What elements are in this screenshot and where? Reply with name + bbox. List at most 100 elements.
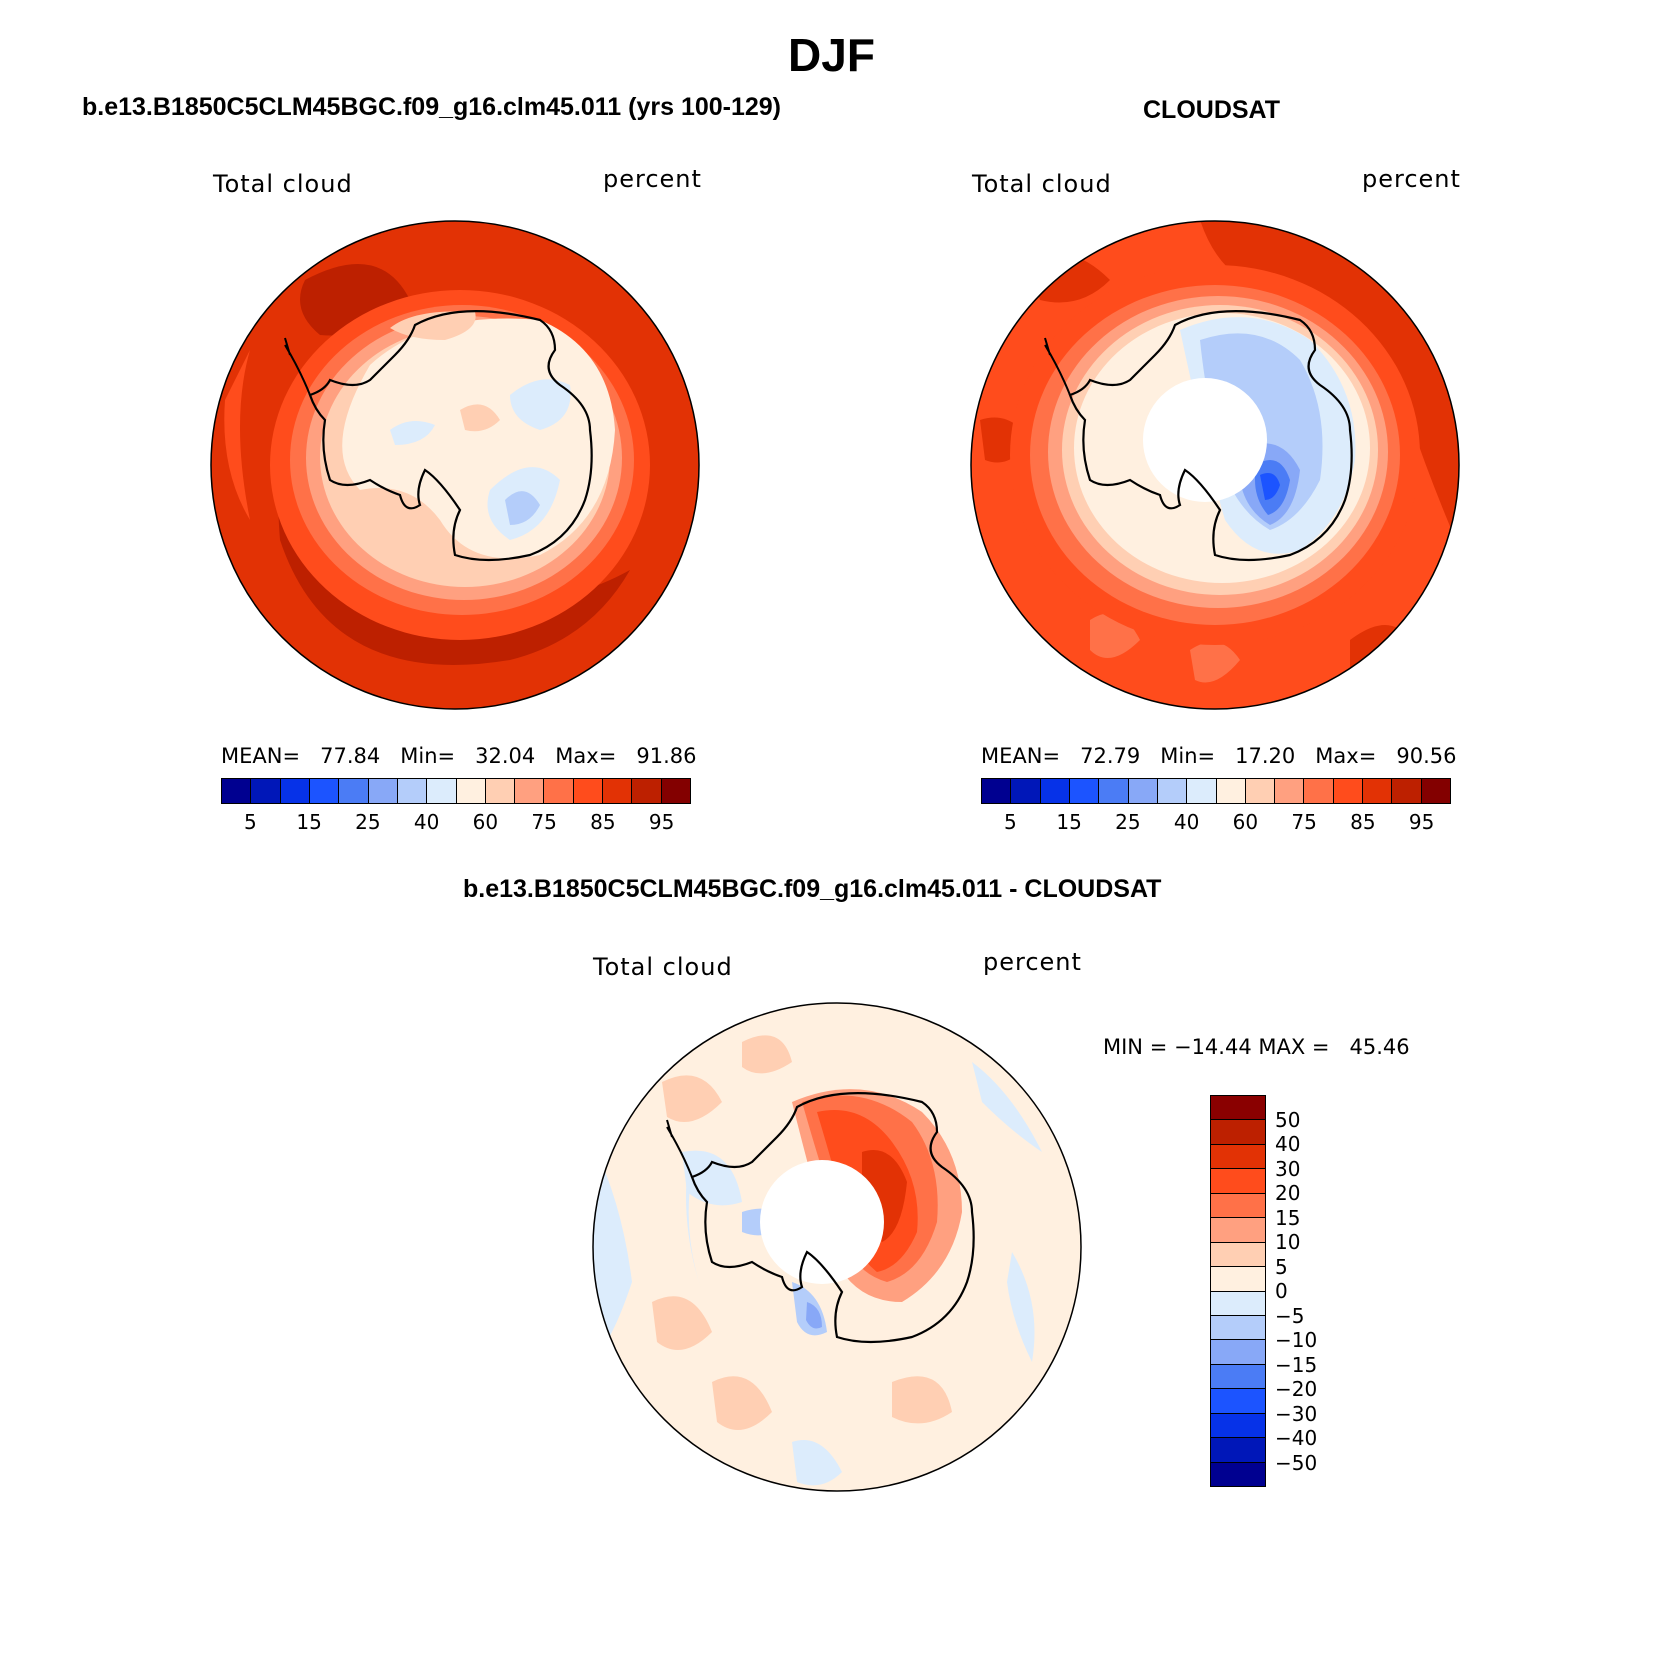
colorbar-tick-label: 40 xyxy=(1275,1132,1301,1156)
colorbar-swatch xyxy=(1211,1119,1265,1144)
diff-minmax: MIN = −14.44 MAX = 45.46 xyxy=(1103,1035,1410,1059)
model-units-label: percent xyxy=(603,165,702,193)
colorbar-tick-label: −15 xyxy=(1275,1352,1318,1377)
model-min-label: Min= xyxy=(400,744,456,768)
colorbar-swatch xyxy=(543,779,573,803)
colorbar-tick-label: 5 xyxy=(244,810,257,834)
colorbar-tick-label: 75 xyxy=(1291,810,1317,834)
colorbar-swatch xyxy=(1098,779,1128,803)
model-max-value: 91.86 xyxy=(636,744,697,768)
model-polar-map xyxy=(210,220,700,710)
colorbar-tick-label: 95 xyxy=(648,810,675,834)
colorbar-swatch xyxy=(1211,1143,1265,1169)
colorbar-swatch xyxy=(1211,1388,1265,1413)
colorbar-swatch xyxy=(1211,1168,1265,1193)
colorbar-swatch xyxy=(367,779,397,803)
colorbar-swatch xyxy=(1244,779,1275,803)
colorbar-swatch xyxy=(455,779,485,803)
colorbar-swatch xyxy=(1156,779,1187,803)
colorbar-tick-label: 60 xyxy=(472,810,499,834)
obs-stats: MEAN= 72.79 Min= 17.20 Max= 90.56 xyxy=(981,744,1456,768)
colorbar-swatch xyxy=(1211,1096,1265,1120)
colorbar-swatch xyxy=(1211,1192,1265,1218)
colorbar-swatch xyxy=(1211,1461,1265,1486)
colorbar-tick-label: −40 xyxy=(1275,1426,1318,1450)
obs-colorbar xyxy=(981,778,1451,804)
model-variable-label: Total cloud xyxy=(213,170,353,198)
model-colorbar xyxy=(221,778,691,804)
colorbar-swatch xyxy=(1186,779,1216,803)
colorbar-tick-label: 25 xyxy=(355,810,381,834)
colorbar-tick-label: 15 xyxy=(1275,1205,1301,1230)
colorbar-tick-label: 15 xyxy=(1056,810,1082,834)
colorbar-swatch xyxy=(426,779,456,803)
colorbar-tick-label: −20 xyxy=(1275,1377,1318,1401)
colorbar-swatch xyxy=(279,779,309,803)
colorbar-swatch xyxy=(1362,779,1392,803)
obs-mean-label: MEAN= xyxy=(981,744,1061,768)
colorbar-swatch xyxy=(1211,1241,1265,1267)
colorbar-swatch xyxy=(338,779,368,803)
colorbar-tick-label: 25 xyxy=(1115,810,1141,834)
colorbar-tick-label: −50 xyxy=(1275,1450,1318,1475)
diff-units-label: percent xyxy=(983,948,1082,976)
colorbar-swatch xyxy=(982,779,1011,803)
colorbar-swatch xyxy=(1211,1363,1265,1389)
colorbar-tick-label: 15 xyxy=(296,810,322,834)
colorbar-tick-label: −10 xyxy=(1275,1328,1318,1352)
colorbar-swatch xyxy=(1211,1339,1265,1364)
model-colorbar-ticks: 5 15 25 40 60 75 85 95 xyxy=(221,810,691,836)
colorbar-swatch xyxy=(1039,779,1069,803)
obs-min-label: Min= xyxy=(1160,744,1216,768)
obs-units-label: percent xyxy=(1362,165,1461,193)
colorbar-swatch xyxy=(1303,779,1333,803)
colorbar-swatch xyxy=(250,779,280,803)
colorbar-swatch xyxy=(572,779,603,803)
colorbar-swatch xyxy=(1332,779,1363,803)
colorbar-tick-label: 40 xyxy=(1173,810,1200,834)
colorbar-tick-label: 20 xyxy=(1275,1181,1301,1205)
colorbar-swatch xyxy=(1010,779,1040,803)
colorbar-swatch xyxy=(1211,1266,1265,1291)
colorbar-swatch xyxy=(1068,779,1099,803)
obs-mean-value: 72.79 xyxy=(1080,744,1141,768)
colorbar-tick-label: −5 xyxy=(1275,1303,1305,1328)
model-min-value: 32.04 xyxy=(475,744,536,768)
colorbar-swatch xyxy=(1420,779,1450,803)
colorbar-swatch xyxy=(222,779,251,803)
colorbar-tick-label: 50 xyxy=(1275,1107,1301,1132)
obs-max-label: Max= xyxy=(1315,744,1377,768)
figure-title: DJF xyxy=(788,29,875,81)
colorbar-swatch xyxy=(396,779,427,803)
colorbar-tick-label: 5 xyxy=(1004,810,1017,834)
obs-variable-label: Total cloud xyxy=(972,170,1112,198)
model-mean-label: MEAN= xyxy=(221,744,301,768)
colorbar-swatch xyxy=(514,779,544,803)
colorbar-tick-label: 40 xyxy=(413,810,440,834)
model-stats: MEAN= 77.84 Min= 32.04 Max= 91.86 xyxy=(221,744,696,768)
model-mean-value: 77.84 xyxy=(320,744,381,768)
obs-max-value: 90.56 xyxy=(1396,744,1457,768)
colorbar-tick-label: 5 xyxy=(1275,1254,1288,1279)
obs-colorbar-ticks: 5 15 25 40 60 75 85 95 xyxy=(981,810,1451,836)
colorbar-tick-label: 85 xyxy=(590,810,616,834)
colorbar-tick-label: 30 xyxy=(1275,1156,1301,1181)
obs-min-value: 17.20 xyxy=(1235,744,1296,768)
colorbar-swatch xyxy=(1127,779,1157,803)
obs-panel-title: CLOUDSAT xyxy=(1143,96,1281,124)
colorbar-tick-label: 60 xyxy=(1232,810,1259,834)
colorbar-swatch xyxy=(602,779,632,803)
colorbar-swatch xyxy=(1211,1412,1265,1438)
colorbar-swatch xyxy=(631,779,661,803)
diff-polar-map xyxy=(592,1002,1082,1492)
model-panel-title: b.e13.B1850C5CLM45BGC.f09_g16.clm45.011 … xyxy=(82,93,782,121)
colorbar-swatch xyxy=(1211,1217,1265,1242)
obs-polar-map xyxy=(970,220,1460,710)
colorbar-swatch xyxy=(660,779,690,803)
colorbar-tick-label: 95 xyxy=(1408,810,1435,834)
colorbar-swatch xyxy=(1215,779,1245,803)
colorbar-tick-label: 85 xyxy=(1350,810,1376,834)
diff-panel-title: b.e13.B1850C5CLM45BGC.f09_g16.clm45.011 … xyxy=(463,875,1162,903)
colorbar-tick-label: 10 xyxy=(1275,1230,1301,1254)
colorbar-swatch xyxy=(1211,1290,1265,1315)
